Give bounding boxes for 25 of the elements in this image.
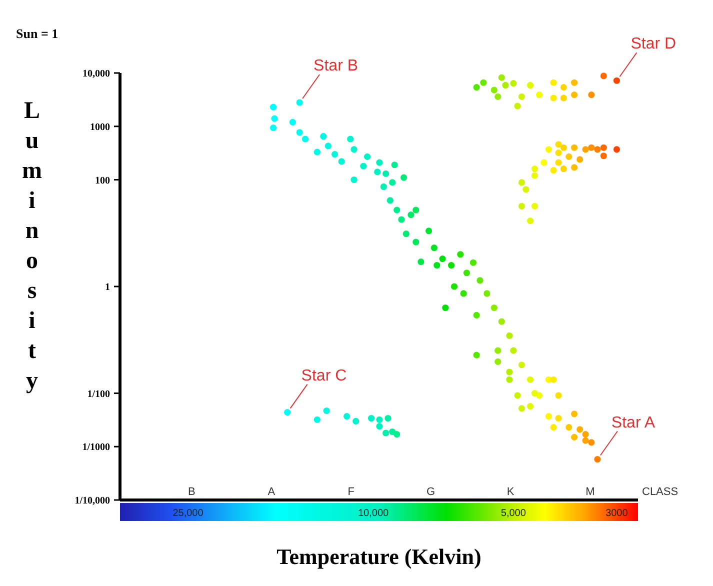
x-axis-title: Temperature (Kelvin) — [276, 544, 482, 569]
annotation: Star B — [314, 58, 358, 75]
annotation: M — [586, 486, 595, 498]
annotation: A — [268, 486, 276, 498]
y-tick-label: 10,000 — [82, 68, 110, 80]
text: Sun = 1 — [16, 26, 58, 41]
x-tick-label: 5,000 — [500, 508, 526, 519]
annotation: Star A — [611, 414, 656, 432]
text: CLASS — [642, 486, 678, 498]
y-tick-label: 1 — [105, 282, 110, 293]
y-tick-label: 1/10,000 — [74, 496, 110, 506]
y-tick-label: 100 — [95, 175, 110, 186]
annotation: Star C — [301, 367, 347, 384]
y-tick-label: 1/1000 — [82, 442, 110, 454]
x-tick-label: 25,000 — [172, 508, 204, 519]
annotation: F — [348, 486, 355, 498]
annotation: G — [426, 486, 436, 498]
annotation: K — [506, 486, 515, 498]
text: Luminosity — [22, 98, 42, 394]
annotation: Star D — [630, 36, 676, 53]
x-tick-label: 3000 — [606, 508, 628, 519]
x-tick-label: 10,000 — [358, 508, 390, 519]
annotation: B — [188, 486, 196, 498]
y-tick-label: 1/100 — [87, 388, 110, 400]
y-tick-label: 1000 — [90, 122, 110, 133]
